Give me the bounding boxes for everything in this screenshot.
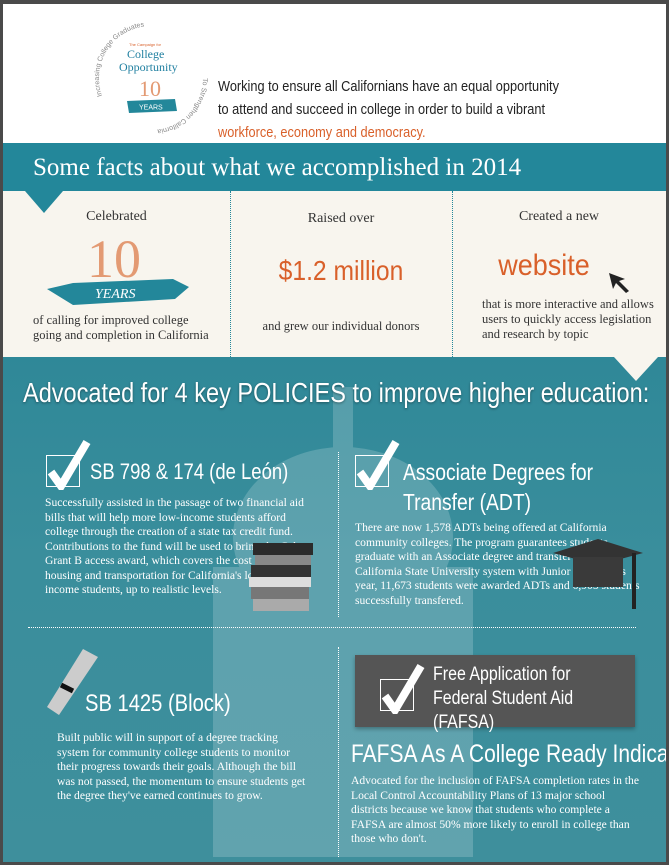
fact-website: Created a new website that is more inter… [482, 209, 654, 341]
logo-name-line1: College [127, 47, 164, 61]
policy-title-sb798: SB 798 & 174 (de León) [90, 459, 289, 484]
checkbox-icon [380, 663, 425, 714]
policy-body-fafsa: Advocated for the inclusion of FAFSA com… [351, 774, 639, 845]
books-stack-icon [249, 543, 313, 611]
policy-title-fafsa: FAFSA As A College Ready Indicator [351, 740, 666, 768]
fact-fundraising: Raised over $1.2 million and grew our in… [262, 211, 420, 333]
college-opportunity-logo: Increasing College Graduates To Strength… [94, 21, 208, 134]
mission-statement: Working to ensure all Californians have … [218, 79, 559, 141]
ten-number: 10 [87, 229, 141, 289]
logo-years-ribbon: YEARS [139, 105, 163, 112]
policy-body-sb798: Successfully assisted in the passage of … [45, 496, 304, 596]
logo-name-line2: Opportunity [119, 60, 178, 74]
ten-years-ribbon-icon: 10 YEARS [47, 229, 189, 305]
policy-body-sb1425: Built public will in support of a degree… [57, 731, 306, 802]
fafsa-box: Free Application for Federal Student Aid… [355, 655, 635, 733]
policies-section: Advocated for 4 key POLICIES to improve … [3, 357, 666, 862]
policy-title-adt: Associate Degrees for Transfer (ADT) [403, 459, 594, 515]
infographic: Increasing College Graduates To Strength… [3, 4, 666, 862]
fafsa-box-title: Free Application for Federal Student Aid… [433, 664, 574, 733]
diploma-scroll-icon [47, 649, 98, 715]
notch-pointer [25, 191, 63, 213]
facts-panel: Celebrated 10 YEARS of calling for impro… [3, 191, 666, 357]
logo-kicker: The Campaign for [129, 42, 162, 47]
policy-title-sb1425: SB 1425 (Block) [85, 690, 231, 717]
fact-anniversary: Celebrated 10 YEARS of calling for impro… [33, 209, 209, 342]
years-ribbon-text: YEARS [95, 287, 135, 302]
section-pointer [614, 357, 658, 381]
graduation-cap-icon [553, 539, 643, 609]
mission-highlight: workforce, economy and democracy. [218, 125, 426, 141]
logo-years-number: 10 [139, 76, 161, 101]
cursor-arrow-icon [609, 273, 629, 293]
facts-title-band: Some facts about what we accomplished in… [3, 143, 666, 191]
checkbox-icon [355, 439, 400, 490]
header: Increasing College Graduates To Strength… [3, 4, 666, 143]
policy-body-adt: There are now 1,578 ADTs being offered a… [355, 521, 640, 607]
checkbox-icon [46, 439, 91, 490]
facts-title: Some facts about what we accomplished in… [33, 154, 522, 181]
policies-title: Advocated for 4 key POLICIES to improve … [23, 377, 650, 408]
